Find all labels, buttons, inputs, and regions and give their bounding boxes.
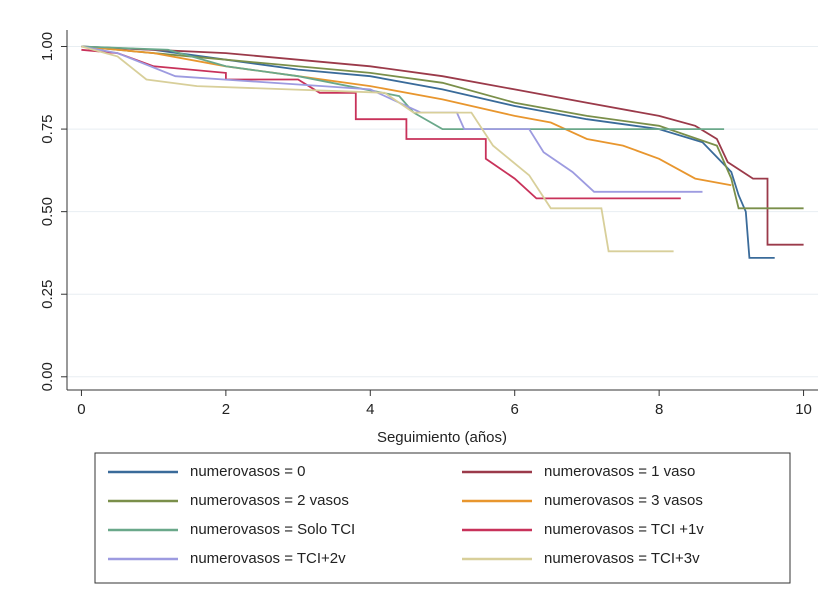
legend-label: numerovasos = 2 vasos (190, 492, 349, 509)
y-tick-label: 0.00 (39, 362, 56, 391)
legend-label: numerovasos = TCI+2v (190, 550, 346, 567)
survival-line (81, 48, 681, 200)
survival-line (81, 45, 804, 246)
survival-line (81, 45, 703, 193)
y-tick-label: 0.75 (39, 114, 56, 143)
legend-label: numerovasos = 3 vasos (544, 492, 703, 509)
legend-label: numerovasos = Solo TCI (190, 521, 355, 538)
legend (94, 452, 791, 584)
legend-label: numerovasos = TCI +1v (544, 521, 704, 538)
survival-line (81, 45, 775, 259)
y-tick-label: 0.25 (39, 280, 56, 309)
survival-line (81, 45, 674, 253)
x-tick-label: 2 (222, 401, 230, 418)
legend-label: numerovasos = TCI+3v (544, 550, 700, 567)
legend-label: numerovasos = 0 (190, 463, 305, 480)
legend-label: numerovasos = 1 vaso (544, 463, 695, 480)
x-tick-label: 8 (655, 401, 663, 418)
x-axis-label: Seguimiento (años) (377, 429, 507, 446)
x-tick-label: 6 (511, 401, 519, 418)
survival-line (81, 45, 804, 210)
x-tick-label: 4 (366, 401, 374, 418)
y-tick-label: 1.00 (39, 32, 56, 61)
x-tick-label: 10 (795, 401, 812, 418)
y-tick-label: 0.50 (39, 197, 56, 226)
x-tick-label: 0 (77, 401, 85, 418)
